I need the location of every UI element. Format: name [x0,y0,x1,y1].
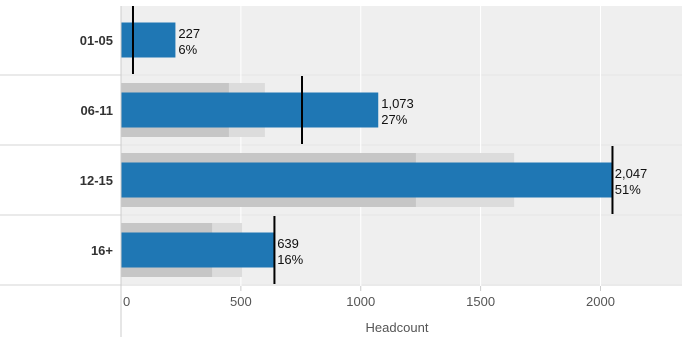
bars [121,22,612,268]
reference-lines [131,6,614,284]
row-background [121,6,682,74]
bar [121,92,379,128]
x-tick-label: 0 [123,294,130,309]
percent-label: 51% [615,182,641,197]
category-label: 01-05 [80,33,113,48]
value-label: 1,073 [381,96,414,111]
value-label: 227 [178,26,200,41]
bar [121,22,176,58]
percent-label: 27% [381,112,407,127]
value-label: 639 [277,236,299,251]
category-label: 16+ [91,243,113,258]
x-tick-label: 2000 [586,294,615,309]
category-labels: 01-05 06-11 12-15 16+ [80,33,114,258]
x-tick-label: 500 [230,294,252,309]
category-label: 06-11 [80,103,113,118]
percent-label: 16% [277,252,303,267]
x-axis: 0 500 1000 1500 2000 [120,6,615,337]
x-axis-title: Headcount [366,320,429,335]
category-label: 12-15 [80,173,113,188]
x-tick-label: 1000 [346,294,375,309]
bar [121,232,275,268]
bar [121,162,612,198]
value-label: 2,047 [615,166,648,181]
percent-label: 6% [178,42,197,57]
x-tick-label: 1500 [466,294,495,309]
